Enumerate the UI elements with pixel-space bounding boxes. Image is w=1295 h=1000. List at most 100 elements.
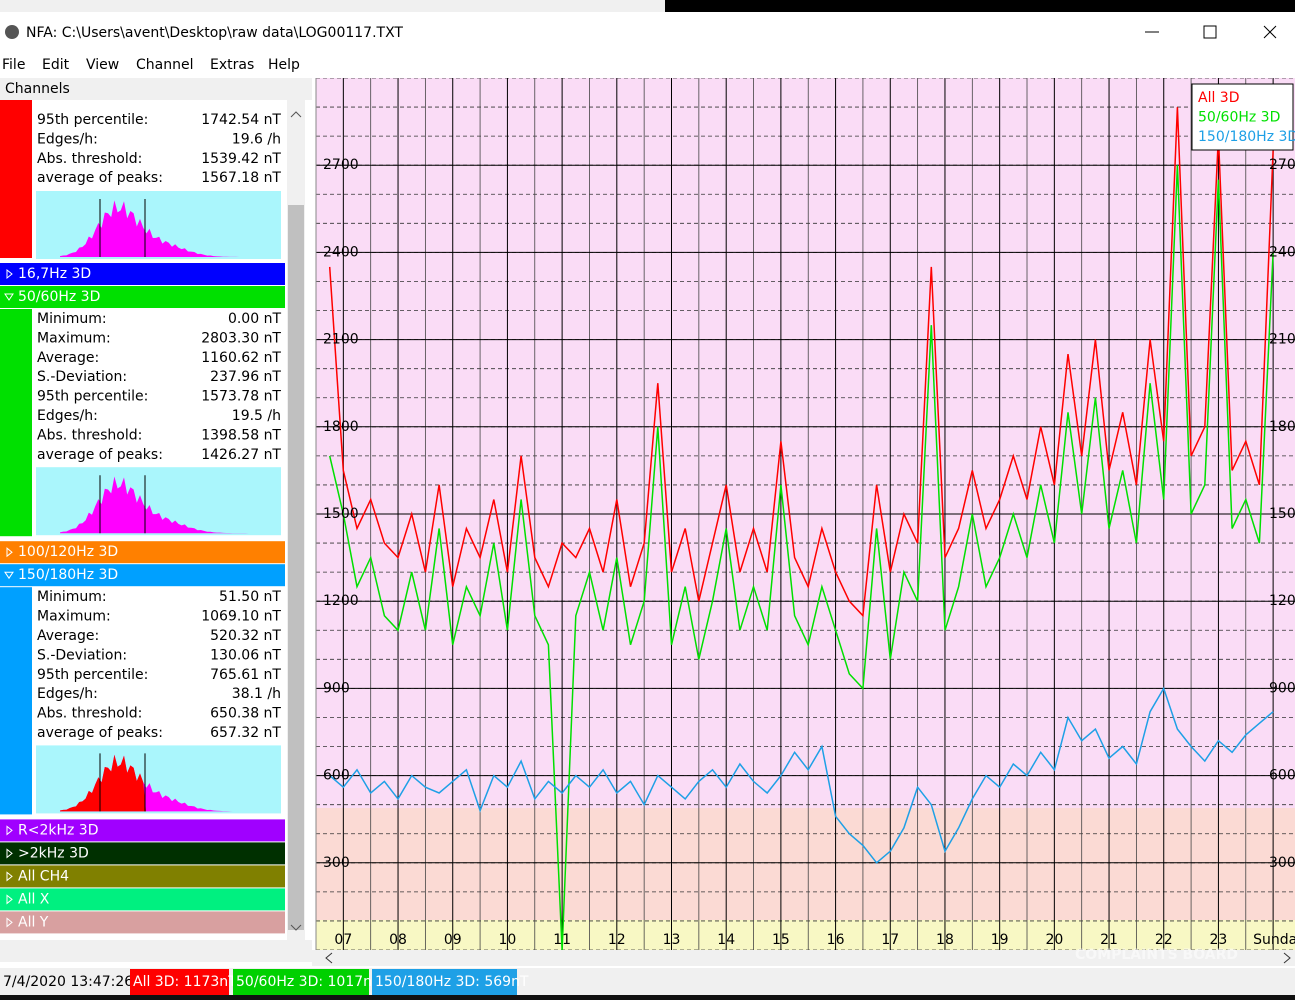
channel-strip xyxy=(0,587,32,815)
series-line xyxy=(328,107,1274,618)
maximize-button[interactable] xyxy=(1203,25,1217,39)
stat-label: average of peaks: xyxy=(37,170,163,186)
y-tick-label: 900 xyxy=(1269,680,1295,696)
scroll-arrows[interactable] xyxy=(290,111,302,931)
y-tick-label: 1500 xyxy=(1269,506,1295,522)
stat-label: Maximum: xyxy=(37,330,111,346)
channel-name: 16,7Hz 3D xyxy=(18,266,91,282)
menu-item[interactable]: Edit xyxy=(42,57,70,73)
chart-scroll-arrows[interactable] xyxy=(325,952,1291,964)
series-line xyxy=(328,165,1274,950)
channel-name: All Y xyxy=(18,914,49,930)
legend-entry: 150/180Hz 3D xyxy=(1198,129,1295,145)
expand-icon xyxy=(6,871,13,882)
x-tick-label: 20 xyxy=(1045,932,1063,948)
stat-label: Maximum: xyxy=(37,609,111,625)
x-tick-label: Sunday xyxy=(1253,932,1295,948)
background-window xyxy=(0,0,665,12)
x-tick-label: 16 xyxy=(827,932,845,948)
expand-icon xyxy=(6,547,13,558)
x-tick-label: 13 xyxy=(663,932,681,948)
y-tick-label: 2400 xyxy=(323,244,359,260)
y-tick-label: 1800 xyxy=(323,419,359,435)
expand-icon xyxy=(6,917,13,928)
channel-header[interactable] xyxy=(0,865,285,888)
channel-name: All CH4 xyxy=(18,868,69,884)
close-button[interactable] xyxy=(1263,25,1277,39)
y-tick-label: 1200 xyxy=(1269,593,1295,609)
stat-value: 19.5 /h xyxy=(232,408,281,424)
stat-label: Average: xyxy=(37,350,99,366)
x-tick-label: 22 xyxy=(1155,932,1173,948)
stat-label: Abs. threshold: xyxy=(37,706,142,722)
channel-header[interactable] xyxy=(0,819,285,842)
menu-item[interactable]: Channel xyxy=(136,57,193,73)
h-scrollbar[interactable] xyxy=(0,940,312,962)
readout: All 3D: 1173nT xyxy=(133,974,237,990)
y-tick-label: 2700 xyxy=(1269,157,1295,173)
x-tick-label: 07 xyxy=(334,932,352,948)
stat-value: 1426.27 nT xyxy=(201,447,281,463)
menu-item[interactable]: View xyxy=(86,57,119,73)
y-tick-label: 1800 xyxy=(1269,419,1295,435)
y-tick-label: 600 xyxy=(323,768,350,784)
stat-label: Edges/h: xyxy=(37,686,98,702)
channel-name: 150/180Hz 3D xyxy=(18,567,118,583)
channel-name: R<2kHz 3D xyxy=(18,822,99,838)
expand-icon xyxy=(6,894,13,905)
channel-header[interactable] xyxy=(0,888,285,911)
readout-bg xyxy=(372,969,517,995)
readout: 150/180Hz 3D: 569nT xyxy=(375,974,529,990)
stat-value: 657.32 nT xyxy=(210,725,281,741)
menu-item[interactable]: File xyxy=(2,57,25,73)
stat-label: average of peaks: xyxy=(37,725,163,741)
x-tick-label: 10 xyxy=(499,932,517,948)
scrollbar-thumb[interactable] xyxy=(288,205,304,930)
y-tick-label: 1500 xyxy=(323,506,359,522)
channel-header[interactable] xyxy=(0,263,285,285)
channel-header[interactable] xyxy=(0,842,285,865)
stat-value: 0.00 nT xyxy=(228,311,281,327)
menu-item[interactable]: Help xyxy=(268,57,300,73)
y-tick-label: 2700 xyxy=(323,157,359,173)
stat-label: Edges/h: xyxy=(37,408,98,424)
chart-scrollbar[interactable] xyxy=(312,950,1295,966)
stat-value: 1742.54 nT xyxy=(201,112,281,128)
channel-header[interactable] xyxy=(0,911,285,934)
x-tick-label: 08 xyxy=(389,932,407,948)
channel-name: 100/120Hz 3D xyxy=(18,544,118,560)
x-tick-label: 23 xyxy=(1210,932,1228,948)
window-title: NFA: C:\Users\avent\Desktop\raw data\LOG… xyxy=(26,25,403,41)
timestamp: 7/4/2020 13:47:26 xyxy=(3,974,133,990)
stat-value: 38.1 /h xyxy=(232,686,281,702)
stat-value: 130.06 nT xyxy=(210,647,281,663)
expand-icon xyxy=(6,825,13,836)
y-tick-label: 2100 xyxy=(1269,332,1295,348)
expand-icon xyxy=(4,293,14,301)
background-window xyxy=(665,0,1295,12)
y-tick-label: 2100 xyxy=(323,332,359,348)
stat-value: 1069.10 nT xyxy=(201,609,281,625)
x-tick-label: 21 xyxy=(1100,932,1118,948)
band xyxy=(316,808,1295,920)
stat-value: 1567.18 nT xyxy=(201,170,281,186)
menu-item[interactable]: Extras xyxy=(210,57,254,73)
stat-label: average of peaks: xyxy=(37,447,163,463)
stat-label: Abs. threshold: xyxy=(37,151,142,167)
x-tick-label: 11 xyxy=(553,932,571,948)
x-tick-label: 09 xyxy=(444,932,462,948)
stat-value: 765.61 nT xyxy=(210,667,281,683)
stat-value: 650.38 nT xyxy=(210,706,281,722)
channel-header[interactable] xyxy=(0,541,285,564)
channel-header[interactable] xyxy=(0,564,285,587)
stat-value: 2803.30 nT xyxy=(201,330,281,346)
title-bar xyxy=(0,12,1295,52)
stat-value: 1398.58 nT xyxy=(201,427,281,443)
channel-header[interactable] xyxy=(0,286,285,308)
stat-label: S.-Deviation: xyxy=(37,647,127,663)
stat-value: 19.6 /h xyxy=(232,131,281,147)
legend-entry: All 3D xyxy=(1198,90,1240,106)
sidebar-header-bg xyxy=(0,78,312,100)
app-icon xyxy=(5,25,19,39)
y-tick-label: 300 xyxy=(323,855,350,871)
